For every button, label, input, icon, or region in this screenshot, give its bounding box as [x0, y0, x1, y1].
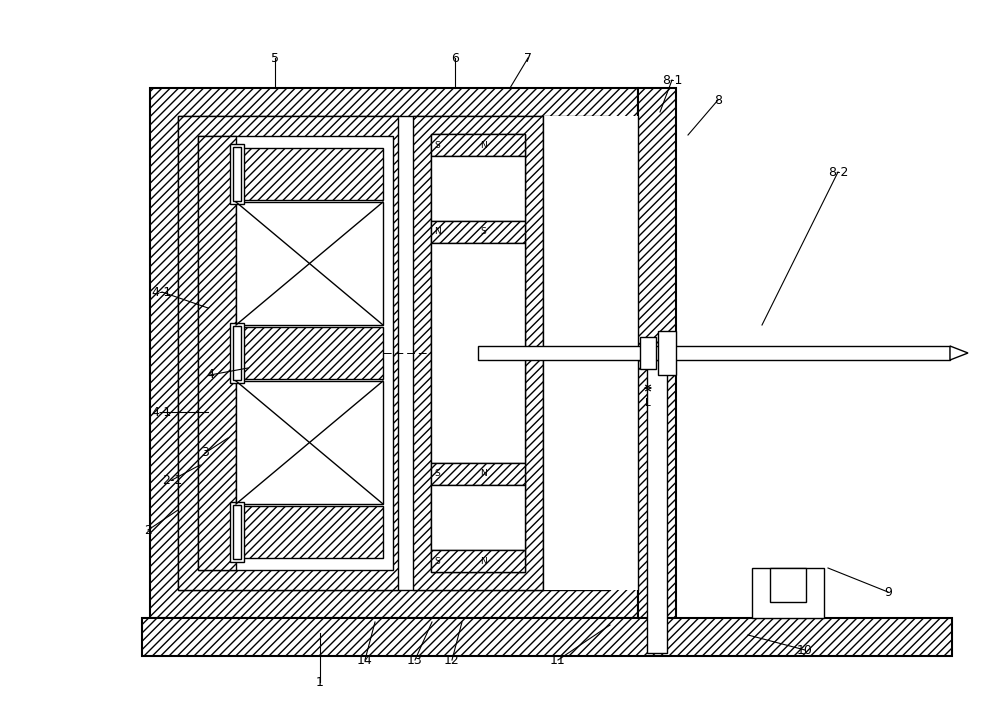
Bar — [478, 346, 950, 360]
Bar — [236, 327, 383, 379]
Text: 11: 11 — [550, 654, 566, 666]
Bar — [431, 134, 525, 572]
Text: 4-1: 4-1 — [152, 406, 172, 419]
Bar — [431, 156, 525, 221]
Bar — [638, 88, 676, 618]
Text: S: S — [434, 140, 440, 150]
Text: 12: 12 — [444, 654, 460, 666]
Bar — [230, 144, 244, 204]
Text: N: N — [480, 140, 487, 150]
Text: 1: 1 — [316, 676, 324, 689]
Text: 2-1: 2-1 — [162, 473, 182, 486]
Bar — [236, 506, 383, 558]
Text: 8: 8 — [714, 93, 722, 107]
Bar — [647, 360, 667, 653]
Bar — [233, 147, 241, 201]
Bar — [236, 202, 383, 325]
Bar — [431, 243, 525, 463]
Bar — [431, 221, 525, 243]
Text: N: N — [434, 228, 441, 236]
Text: S: S — [434, 557, 440, 565]
Bar — [658, 331, 676, 375]
Text: 6: 6 — [451, 51, 459, 65]
Text: 9: 9 — [884, 585, 892, 599]
Text: L: L — [645, 398, 651, 408]
Text: 14: 14 — [357, 654, 373, 666]
Bar — [198, 136, 393, 570]
Text: 8-2: 8-2 — [828, 165, 848, 179]
Text: 3: 3 — [201, 446, 209, 459]
Bar — [431, 550, 525, 572]
Bar — [413, 116, 543, 590]
Text: 4-1: 4-1 — [152, 286, 172, 298]
Bar — [230, 502, 244, 562]
Bar — [431, 485, 525, 550]
Bar — [431, 134, 525, 156]
Text: 4: 4 — [206, 369, 214, 382]
Bar — [198, 136, 236, 570]
Text: 13: 13 — [407, 654, 423, 666]
Bar — [236, 148, 383, 200]
Text: 5: 5 — [271, 51, 279, 65]
Bar — [230, 323, 244, 383]
Bar — [142, 618, 952, 656]
Bar — [178, 116, 610, 590]
Bar — [233, 505, 241, 559]
Bar — [178, 116, 398, 590]
Bar — [770, 568, 806, 602]
Text: N: N — [480, 469, 487, 478]
Text: S: S — [480, 228, 486, 236]
Bar — [431, 463, 525, 485]
Text: N: N — [480, 557, 487, 565]
Bar — [233, 326, 241, 380]
Bar — [752, 568, 824, 618]
Polygon shape — [950, 346, 968, 360]
Text: 10: 10 — [797, 644, 813, 656]
Text: 7: 7 — [524, 51, 532, 65]
Bar — [640, 337, 656, 369]
Bar — [543, 116, 638, 590]
Bar — [150, 88, 638, 618]
Text: 2: 2 — [144, 523, 152, 537]
Text: 8-1: 8-1 — [662, 73, 682, 86]
Text: S: S — [434, 469, 440, 478]
Bar — [236, 381, 383, 504]
